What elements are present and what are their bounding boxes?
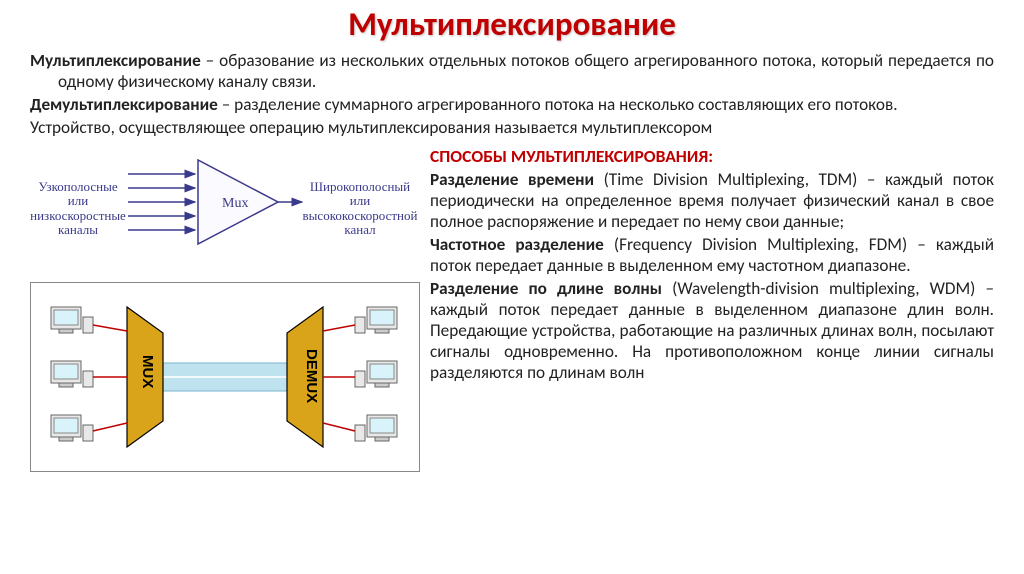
d1-mux-text: Mux xyxy=(222,196,248,211)
diagram-mux-demux: MUX DEMUX xyxy=(30,282,420,472)
intro-p2: Демультиплексирование – разделение сумма… xyxy=(30,94,994,115)
intro-p2-rest: – разделение суммарного агрегированного … xyxy=(218,94,898,115)
pc-right-2 xyxy=(323,361,397,387)
intro-p3: Устройство, осуществляющее операцию муль… xyxy=(30,117,994,138)
intro-block: Мультиплексирование – образование из нес… xyxy=(0,50,1024,138)
pc-right-1 xyxy=(323,307,397,333)
right-column: СПОСОБЫ МУЛЬТИПЛЕКСИРОВАНИЯ: Разделение … xyxy=(430,146,994,472)
diagram-mux-triangle: Узкополосные или низкоскоростные каналы … xyxy=(30,146,420,276)
left-column: Узкополосные или низкоскоростные каналы … xyxy=(30,146,420,472)
method-tdm: Разделение времени (Time Division Multip… xyxy=(430,169,994,232)
method-tdm-name: Разделение времени xyxy=(430,169,594,190)
method-fdm: Частотное разделение (Frequency Division… xyxy=(430,234,994,276)
term-mux: Мультиплексирование xyxy=(30,50,201,71)
d2-svg: MUX DEMUX xyxy=(31,283,419,471)
d2-demux-label: DEMUX xyxy=(303,349,320,403)
pc-left-3 xyxy=(51,415,127,441)
content-columns: Узкополосные или низкоскоростные каналы … xyxy=(0,140,1024,472)
term-demux: Демультиплексирование xyxy=(30,94,218,115)
pc-left-1 xyxy=(51,307,127,333)
intro-p1: Мультиплексирование – образование из нес… xyxy=(30,50,994,92)
method-wdm: Разделение по длине волны (Wavelength-di… xyxy=(430,278,994,383)
methods-title: СПОСОБЫ МУЛЬТИПЛЕКСИРОВАНИЯ: xyxy=(430,146,994,167)
pc-right-3 xyxy=(323,415,397,441)
pc-left-2 xyxy=(51,361,127,387)
d1-svg: Mux xyxy=(30,146,420,276)
method-wdm-name: Разделение по длине волны xyxy=(430,278,662,299)
method-fdm-name: Частотное разделение xyxy=(430,234,604,255)
page-title: Мультиплексирование xyxy=(0,0,1024,50)
d2-mux-label: MUX xyxy=(139,355,156,388)
